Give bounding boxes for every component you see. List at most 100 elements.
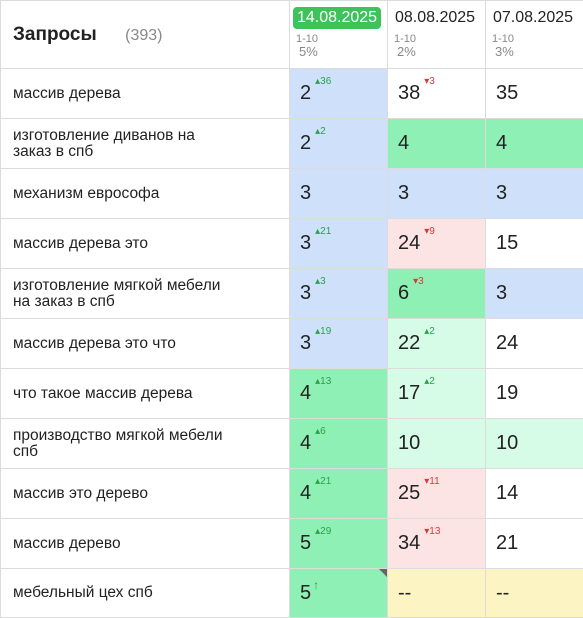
position-cell: 24▾9 bbox=[387, 218, 486, 269]
change-value: 19 bbox=[320, 326, 332, 337]
table-row: массив дерево 5▴29 34▾13 21 bbox=[0, 518, 583, 569]
date-header-label[interactable]: 08.08.2025 bbox=[395, 9, 476, 26]
position-value: 4 bbox=[300, 382, 312, 404]
position-value: 5 bbox=[300, 532, 312, 554]
date-header-label[interactable]: 14.08.2025 bbox=[293, 7, 382, 29]
position-value: 4 bbox=[496, 132, 508, 154]
position-up-change: ▴2 bbox=[424, 326, 435, 337]
triangle-up-icon: ▴ bbox=[315, 526, 321, 537]
table-row: массив это дерево 4▴21 25▾11 14 bbox=[0, 468, 583, 519]
triangle-up-icon: ▴ bbox=[315, 126, 321, 137]
query-text[interactable]: изготовление мягкой мебели на заказ в сп… bbox=[13, 276, 221, 310]
query-cell: производство мягкой мебели спб bbox=[0, 418, 290, 469]
position-down-change: ▾13 bbox=[424, 526, 440, 537]
change-value: 3 bbox=[418, 276, 424, 287]
position-value: 24 bbox=[398, 232, 421, 254]
triangle-down-icon: ▾ bbox=[424, 226, 430, 237]
position-value: 15 bbox=[496, 232, 519, 254]
date-column-header[interactable]: 08.08.2025 1-10 2% bbox=[387, 0, 486, 69]
queries-header-cell: Запросы (393) bbox=[0, 0, 290, 69]
position-cell: 2▴36 bbox=[289, 68, 388, 119]
query-text[interactable]: изготовление диванов на заказ в спб bbox=[13, 126, 195, 160]
position-cell: 38▾3 bbox=[387, 68, 486, 119]
date-header-label[interactable]: 07.08.2025 bbox=[493, 9, 574, 26]
queries-count: (393) bbox=[125, 26, 163, 44]
position-cell: 15 bbox=[485, 218, 583, 269]
range-label: 1-10 bbox=[296, 33, 319, 45]
query-text[interactable]: механизм еврософа bbox=[13, 184, 160, 202]
percent-label: 2% bbox=[397, 44, 416, 59]
date-column-header[interactable]: 14.08.2025 1-10 5% bbox=[289, 0, 388, 69]
position-value: 10 bbox=[398, 432, 421, 454]
query-text[interactable]: массив дерево bbox=[13, 534, 121, 552]
triangle-down-icon: ▾ bbox=[424, 76, 430, 87]
date-column-header[interactable]: 07.08.2025 1-10 3% bbox=[485, 0, 583, 69]
position-value: 14 bbox=[496, 482, 519, 504]
position-cell: 34▾13 bbox=[387, 518, 486, 569]
triangle-up-icon: ▴ bbox=[424, 376, 430, 387]
position-cell: 5 ↑ bbox=[289, 568, 388, 618]
range-label: 1-10 bbox=[492, 33, 515, 45]
query-text[interactable]: производство мягкой мебели спб bbox=[13, 426, 223, 460]
query-cell: изготовление диванов на заказ в спб bbox=[0, 118, 290, 169]
position-value: 24 bbox=[496, 332, 519, 354]
position-value: 2 bbox=[300, 82, 312, 104]
triangle-up-icon: ▴ bbox=[315, 326, 321, 337]
change-value: 2 bbox=[429, 326, 435, 337]
query-cell: мебельный цех спб bbox=[0, 568, 290, 618]
position-cell: 10 bbox=[387, 418, 486, 469]
change-value: 3 bbox=[429, 76, 435, 87]
position-up-change: ▴29 bbox=[315, 526, 331, 537]
position-value: 3 bbox=[496, 282, 508, 304]
position-value: 3 bbox=[496, 182, 508, 204]
position-value: 34 bbox=[398, 532, 421, 554]
table-header-row: Запросы (393) 14.08.2025 1-10 5% 08.08.2… bbox=[0, 0, 583, 69]
table-row: мебельный цех спб 5 ↑ -- -- bbox=[0, 568, 583, 618]
arrow-up-icon: ↑ bbox=[313, 577, 320, 592]
position-cell: 21 bbox=[485, 518, 583, 569]
triangle-up-icon: ▴ bbox=[315, 76, 321, 87]
change-value: 3 bbox=[320, 276, 326, 287]
query-text[interactable]: массив дерева bbox=[13, 84, 121, 102]
position-value: 38 bbox=[398, 82, 421, 104]
position-value: 4 bbox=[398, 132, 410, 154]
position-cell: 4▴13 bbox=[289, 368, 388, 419]
change-value: 29 bbox=[320, 526, 332, 537]
position-cell: 14 bbox=[485, 468, 583, 519]
position-cell: 17▴2 bbox=[387, 368, 486, 419]
triangle-down-icon: ▾ bbox=[413, 276, 419, 287]
position-cell: 3▴21 bbox=[289, 218, 388, 269]
position-cell: 3 bbox=[387, 168, 486, 219]
corner-marker-icon[interactable] bbox=[379, 569, 387, 577]
position-value: 17 bbox=[398, 382, 421, 404]
position-value: -- bbox=[398, 581, 412, 604]
query-text[interactable]: что такое массив дерева bbox=[13, 384, 193, 402]
query-cell: массив дерева bbox=[0, 68, 290, 119]
position-up-change: ▴19 bbox=[315, 326, 331, 337]
position-cell: 4▴21 bbox=[289, 468, 388, 519]
query-text[interactable]: массив дерева это bbox=[13, 234, 148, 252]
query-text[interactable]: мебельный цех спб bbox=[13, 584, 153, 601]
change-value: 11 bbox=[429, 476, 440, 487]
position-value: 3 bbox=[300, 332, 312, 354]
table-row: массив дерева это что 3▴19 22▴2 24 bbox=[0, 318, 583, 369]
query-cell: массив дерева это bbox=[0, 218, 290, 269]
position-value: 3 bbox=[300, 282, 312, 304]
query-text[interactable]: массив дерева это что bbox=[13, 334, 176, 352]
position-up-change: ▴6 bbox=[315, 426, 326, 437]
position-cell: 3 bbox=[485, 168, 583, 219]
position-value: 10 bbox=[496, 432, 519, 454]
table-body: массив дерева 2▴36 38▾3 35 изготовление дива… bbox=[0, 68, 583, 618]
triangle-up-icon: ▴ bbox=[315, 426, 321, 437]
position-up-change: ▴2 bbox=[424, 376, 435, 387]
position-cell: -- bbox=[387, 568, 486, 618]
position-up-change: ▴2 bbox=[315, 126, 326, 137]
triangle-up-icon: ▴ bbox=[315, 226, 321, 237]
query-cell: механизм еврософа bbox=[0, 168, 290, 219]
change-value: 21 bbox=[320, 476, 332, 487]
query-text[interactable]: массив это дерево bbox=[13, 484, 148, 502]
position-up-change: ▴13 bbox=[315, 376, 331, 387]
table-row: изготовление мягкой мебели на заказ в сп… bbox=[0, 268, 583, 319]
